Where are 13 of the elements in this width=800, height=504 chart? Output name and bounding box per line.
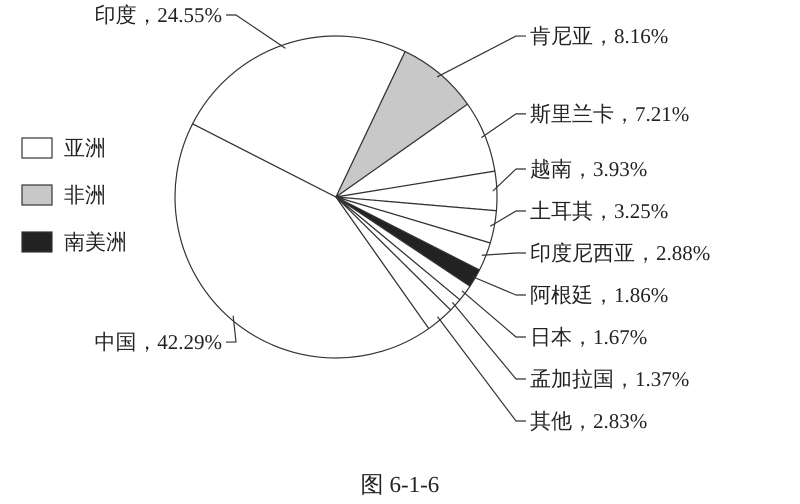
legend: 亚洲 非洲 南美洲 xyxy=(21,136,127,254)
slice-label: 其他，2.83% xyxy=(530,409,648,433)
slice-label: 土耳其，3.25% xyxy=(530,199,668,223)
slice-label: 肯尼亚，8.16% xyxy=(530,24,668,48)
slice-label: 日本，1.67% xyxy=(530,325,648,349)
slice-label: 阿根廷，1.86% xyxy=(530,283,668,307)
slice-label: 中国，42.29% xyxy=(94,330,222,354)
slice-label: 越南，3.93% xyxy=(530,157,648,181)
slice-label: 孟加拉国，1.37% xyxy=(530,367,690,391)
caption: 图 6-1-6 xyxy=(360,472,440,497)
slice-label: 印度，24.55% xyxy=(94,3,222,27)
slice-label: 斯里兰卡，7.21% xyxy=(530,102,690,126)
slice-label: 印度尼西亚，2.88% xyxy=(530,241,710,265)
